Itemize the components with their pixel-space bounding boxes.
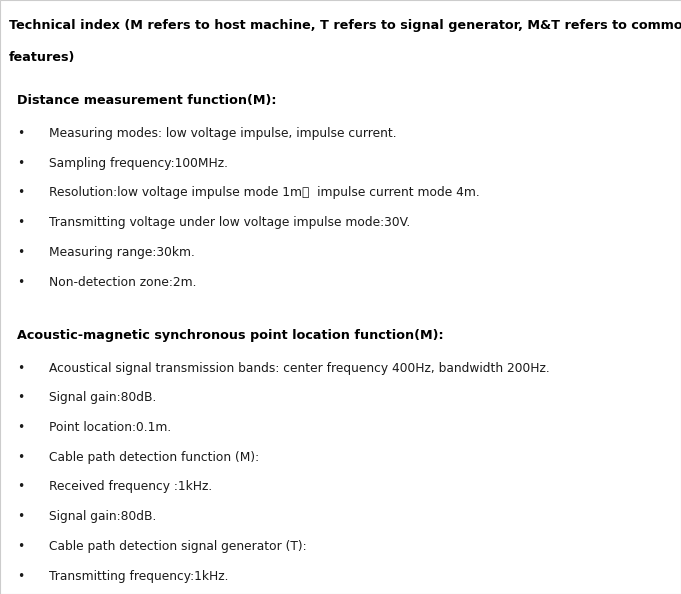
Text: •: •	[17, 510, 25, 523]
Text: Acoustic-magnetic synchronous point location function(M):: Acoustic-magnetic synchronous point loca…	[17, 329, 443, 342]
Text: Transmitting frequency:1kHz.: Transmitting frequency:1kHz.	[49, 570, 229, 583]
Text: •: •	[17, 157, 25, 170]
Text: Resolution:low voltage impulse mode 1m；  impulse current mode 4m.: Resolution:low voltage impulse mode 1m； …	[49, 187, 480, 200]
Text: •: •	[17, 570, 25, 583]
Text: •: •	[17, 187, 25, 200]
Text: •: •	[17, 540, 25, 553]
Text: Signal gain:80dB.: Signal gain:80dB.	[49, 391, 157, 405]
Text: Technical index (M refers to host machine, T refers to signal generator, M&T ref: Technical index (M refers to host machin…	[9, 19, 681, 32]
Text: •: •	[17, 276, 25, 289]
Text: Non-detection zone:2m.: Non-detection zone:2m.	[49, 276, 197, 289]
Text: Signal gain:80dB.: Signal gain:80dB.	[49, 510, 157, 523]
Text: •: •	[17, 451, 25, 464]
Text: Transmitting voltage under low voltage impulse mode:30V.: Transmitting voltage under low voltage i…	[49, 216, 410, 229]
Text: features): features)	[9, 51, 75, 64]
Text: •: •	[17, 421, 25, 434]
Text: Measuring modes: low voltage impulse, impulse current.: Measuring modes: low voltage impulse, im…	[49, 127, 396, 140]
Text: •: •	[17, 481, 25, 494]
Text: Measuring range:30km.: Measuring range:30km.	[49, 246, 195, 259]
Text: •: •	[17, 246, 25, 259]
Text: Acoustical signal transmission bands: center frequency 400Hz, bandwidth 200Hz.: Acoustical signal transmission bands: ce…	[49, 362, 550, 375]
Text: Cable path detection signal generator (T):: Cable path detection signal generator (T…	[49, 540, 306, 553]
Text: •: •	[17, 216, 25, 229]
Text: Distance measurement function(M):: Distance measurement function(M):	[17, 94, 276, 108]
Text: •: •	[17, 127, 25, 140]
Text: •: •	[17, 391, 25, 405]
Text: •: •	[17, 362, 25, 375]
Text: Received frequency :1kHz.: Received frequency :1kHz.	[49, 481, 212, 494]
Text: Sampling frequency:100MHz.: Sampling frequency:100MHz.	[49, 157, 228, 170]
Text: Point location:0.1m.: Point location:0.1m.	[49, 421, 172, 434]
Text: Cable path detection function (M):: Cable path detection function (M):	[49, 451, 259, 464]
